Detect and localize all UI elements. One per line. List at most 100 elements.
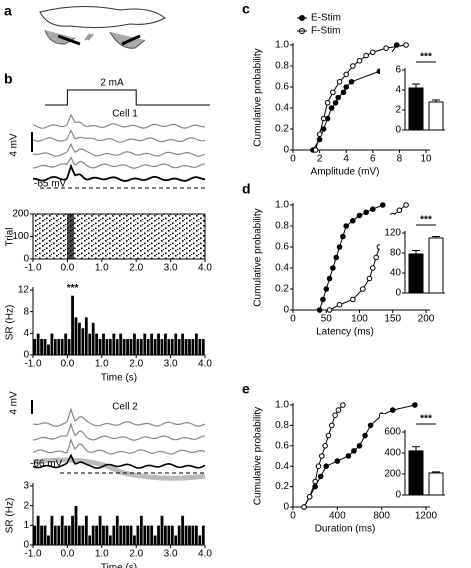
cdf-point xyxy=(351,448,357,454)
y-tick-label: 4 xyxy=(23,328,29,339)
cdf-point xyxy=(320,115,327,122)
cdf-point xyxy=(343,71,350,78)
cdf-point xyxy=(328,105,335,111)
histogram-bar xyxy=(32,338,37,356)
histogram-bar xyxy=(197,338,202,356)
x-axis-label: Time (s) xyxy=(101,563,137,568)
x-axis-label: Latency (ms) xyxy=(316,327,374,338)
histogram-bar xyxy=(70,515,75,546)
inset-bar xyxy=(428,472,444,496)
histogram-bar xyxy=(118,333,123,356)
histogram-bar xyxy=(43,338,48,356)
x-tick-label: 800 xyxy=(373,511,390,522)
histogram-bar xyxy=(173,534,178,546)
x-tick-label: 400 xyxy=(329,511,346,522)
x-tick-label: 8 xyxy=(397,154,403,165)
histogram-bar xyxy=(146,338,151,356)
histogram-bar xyxy=(190,525,195,546)
histogram-bar xyxy=(132,534,137,546)
cdf-point xyxy=(324,99,331,106)
cdf-point xyxy=(326,307,333,313)
histogram-bar xyxy=(159,338,165,356)
cdf-point xyxy=(336,244,343,250)
y-tick-label: 100 xyxy=(12,231,29,242)
cdf-point xyxy=(356,212,363,219)
histogram-bar xyxy=(180,515,185,546)
inset-bar xyxy=(428,237,444,294)
cdf-point xyxy=(336,301,343,308)
histogram-bar xyxy=(91,322,96,356)
cdf-point xyxy=(316,131,323,138)
x-axis-label: Time (s) xyxy=(101,373,137,384)
y-tick-label: 0 xyxy=(395,490,401,501)
inset-bar xyxy=(408,253,424,294)
voltage-trace xyxy=(32,156,206,169)
significance: *** xyxy=(67,283,79,294)
histogram-bar xyxy=(184,338,189,356)
histogram-bar xyxy=(108,338,113,356)
histogram-bar xyxy=(180,333,185,356)
y-tick-label: 80 xyxy=(390,248,402,259)
y-tick-label: 120 xyxy=(384,228,401,239)
error-bar xyxy=(412,446,420,451)
voltage-trace xyxy=(32,113,206,129)
panel-label: a xyxy=(4,3,12,19)
x-tick-label: -1.0 xyxy=(24,263,42,274)
histogram-bar xyxy=(166,338,171,356)
inset-bar xyxy=(408,87,424,131)
histogram-bar xyxy=(139,515,144,546)
panel-label: b xyxy=(4,71,13,87)
y-axis-label: SR (Hz) xyxy=(5,305,16,341)
y-tick-label: 0 xyxy=(395,125,401,136)
y-tick-label: 0.2 xyxy=(275,124,289,135)
cdf-point xyxy=(335,407,342,413)
cdf-point xyxy=(322,443,328,449)
cdf-point xyxy=(323,286,330,292)
y-tick-label: 3 xyxy=(23,481,29,492)
inset-bar xyxy=(408,450,424,496)
histogram-bar xyxy=(187,525,192,546)
rat-illustration xyxy=(39,5,166,49)
x-tick-label: 150 xyxy=(384,314,401,325)
histogram-bar xyxy=(32,525,37,546)
y-tick-label: 1.0 xyxy=(275,40,289,51)
y-tick-label: 600 xyxy=(384,427,401,438)
x-tick-label: 100 xyxy=(351,314,368,325)
cdf-point xyxy=(323,463,330,470)
histogram-bar xyxy=(156,525,161,546)
histogram-bar xyxy=(101,525,106,546)
y-axis-label: Cumulative probability xyxy=(253,407,264,505)
y-tick-label: 4 xyxy=(395,85,401,96)
histogram-bar xyxy=(153,534,158,546)
error-bar xyxy=(432,471,440,473)
x-tick-label: 3.0 xyxy=(164,549,178,560)
histogram-bar xyxy=(129,525,134,546)
scale-label: 4 mV xyxy=(9,391,20,415)
histogram-bar xyxy=(111,525,116,546)
histogram-bar xyxy=(111,333,116,356)
histogram-bar xyxy=(36,515,41,546)
cdf-point xyxy=(320,296,326,303)
y-axis-label: SR (Hz) xyxy=(5,498,16,534)
cdf-point xyxy=(383,45,389,51)
y-tick-label: 200 xyxy=(12,209,29,220)
cdf-point xyxy=(343,84,350,90)
histogram-bar xyxy=(98,515,103,546)
y-tick-label: 0 xyxy=(395,288,401,299)
trace-band xyxy=(32,457,206,481)
histogram-bar xyxy=(77,525,82,546)
x-tick-label: -1.0 xyxy=(24,359,42,370)
y-tick-label: 400 xyxy=(384,448,401,459)
cdf-point xyxy=(370,265,376,271)
histogram-bar xyxy=(104,525,109,546)
x-tick-label: 10 xyxy=(420,154,432,165)
histogram-bar xyxy=(104,338,109,356)
histogram-bar xyxy=(132,333,137,356)
cdf-point xyxy=(306,494,313,500)
x-tick-label: 50 xyxy=(321,314,333,325)
histogram-bar xyxy=(91,525,96,546)
histogram-bar xyxy=(84,515,89,546)
y-tick-label: 1.0 xyxy=(275,400,289,411)
histogram-bar xyxy=(94,333,99,356)
